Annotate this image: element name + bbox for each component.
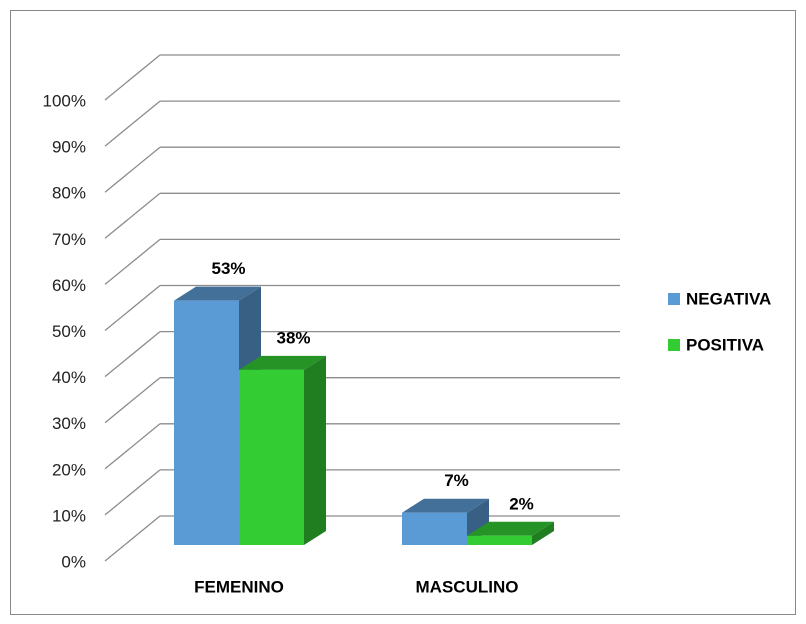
y-tick-label: 100% [43,91,86,110]
legend-label: POSITIVA [686,335,764,354]
y-tick-label: 80% [52,184,86,203]
legend-label: NEGATIVA [686,289,771,308]
y-tick-label: 20% [52,460,86,479]
x-tick-label: FEMENINO [194,577,284,596]
value-label: 38% [276,328,310,347]
bar-top [174,286,261,301]
y-tick-label: 10% [52,506,86,525]
grid-line-side [104,284,161,332]
grid-line-side [104,377,161,424]
value-label: 7% [444,471,469,490]
bar-top [239,355,326,370]
value-label: 2% [509,494,534,513]
bar-top [467,521,554,536]
legend-swatch [668,293,680,305]
y-tick-label: 50% [52,322,86,341]
grid-line-side [104,146,161,193]
bar [467,535,532,545]
y-tick-label: 30% [52,414,86,433]
y-tick-label: 0% [61,552,86,571]
grid-line-side [104,192,161,239]
y-tick-label: 60% [52,276,86,295]
grid-line-side [104,100,161,147]
bar-side [304,355,326,545]
grid-line-side [104,469,161,516]
grid-line-side [104,54,161,101]
y-tick-label: 40% [52,368,86,387]
x-tick-label: MASCULINO [416,577,519,596]
grid-line-side [104,515,161,562]
bar [402,512,467,545]
value-label: 53% [211,259,245,278]
y-tick-label: 70% [52,230,86,249]
bar-top [402,498,489,513]
bar [174,300,239,545]
grid-line-side [104,238,161,285]
bar [239,369,304,545]
y-tick-label: 90% [52,138,86,157]
legend-swatch [668,339,680,351]
grid-line-side [104,331,161,378]
grid-line-side [104,423,161,470]
bar-side [532,521,554,545]
